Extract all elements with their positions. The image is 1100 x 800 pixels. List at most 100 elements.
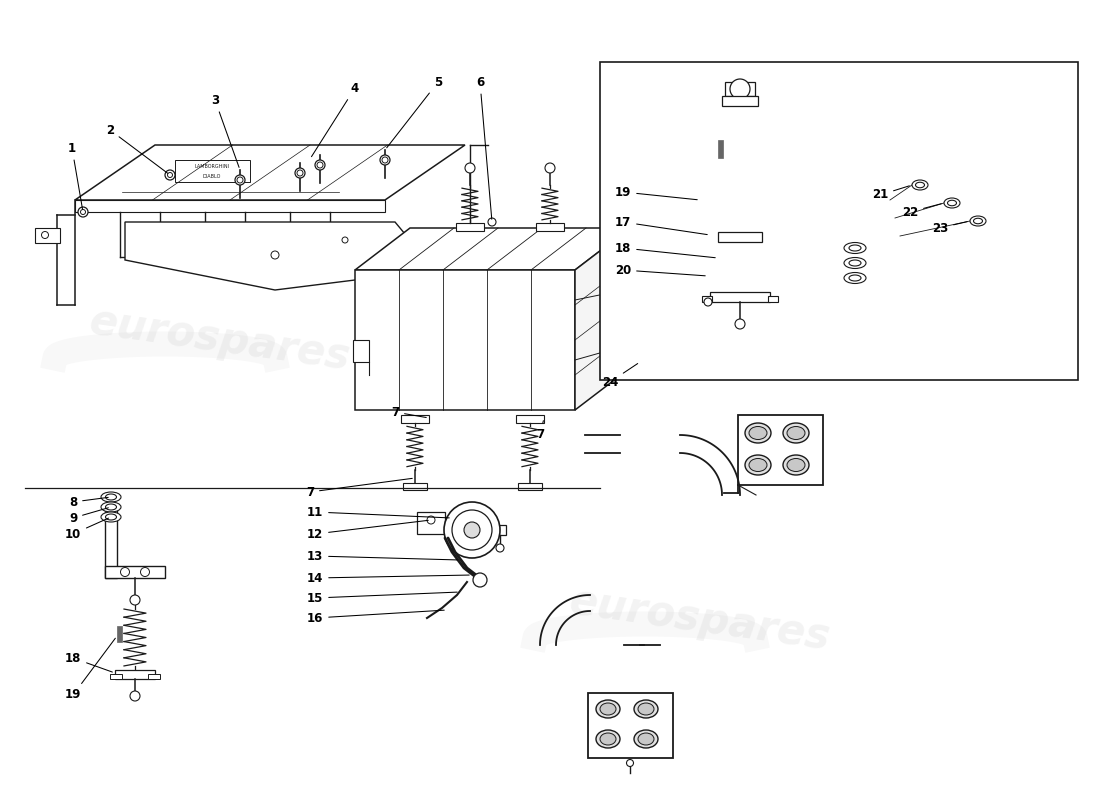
Text: 6: 6 [476,75,492,219]
Ellipse shape [638,703,654,715]
Circle shape [465,163,475,173]
Polygon shape [355,228,630,270]
Circle shape [42,231,48,238]
Text: eurospares: eurospares [566,581,833,659]
Ellipse shape [786,458,805,471]
Circle shape [382,157,388,163]
Bar [402,415,429,423]
Circle shape [121,567,130,577]
Polygon shape [575,228,630,410]
Circle shape [488,218,496,226]
Polygon shape [75,200,385,212]
Circle shape [464,522,480,538]
Polygon shape [588,693,673,758]
Text: 15: 15 [307,591,458,605]
Text: 5: 5 [387,75,442,148]
Ellipse shape [970,216,986,226]
Bar [116,670,155,679]
Circle shape [704,298,712,306]
Polygon shape [125,222,434,290]
Text: 16: 16 [307,610,444,625]
Bar [722,96,758,106]
Circle shape [444,502,500,558]
Circle shape [130,691,140,701]
Ellipse shape [783,423,808,443]
Circle shape [235,175,245,185]
Text: 8: 8 [69,495,108,509]
Bar [600,62,1078,380]
Circle shape [379,155,390,165]
Ellipse shape [974,218,982,224]
Ellipse shape [596,700,620,718]
Ellipse shape [600,733,616,745]
Text: 7: 7 [306,478,412,498]
Ellipse shape [745,423,771,443]
Circle shape [80,210,86,214]
Circle shape [297,170,302,176]
Ellipse shape [101,492,121,502]
Circle shape [427,516,434,524]
Ellipse shape [596,730,620,748]
Text: 20: 20 [615,263,705,277]
Circle shape [342,237,348,243]
Text: 22: 22 [902,204,942,218]
Bar [494,525,506,535]
Text: 17: 17 [615,215,707,234]
Text: 13: 13 [307,550,458,562]
Text: eurospares: eurospares [87,301,353,379]
Ellipse shape [947,200,957,206]
Text: 12: 12 [307,520,428,541]
Text: LAMBORGHINI: LAMBORGHINI [195,165,230,170]
Bar [718,140,723,158]
Circle shape [452,510,492,550]
Text: 18: 18 [615,242,715,258]
Polygon shape [75,145,465,200]
Text: DIABLO: DIABLO [202,174,221,178]
Bar [104,566,165,578]
Circle shape [317,162,323,168]
Ellipse shape [915,182,924,188]
Text: 19: 19 [65,638,116,702]
Circle shape [730,79,750,99]
Text: 19: 19 [615,186,697,200]
Text: 7: 7 [536,421,544,442]
Circle shape [78,207,88,217]
Bar [702,296,712,302]
Bar [353,340,369,362]
Circle shape [167,173,173,178]
Circle shape [141,567,150,577]
Circle shape [496,544,504,552]
Text: 24: 24 [602,363,638,389]
Ellipse shape [844,273,866,283]
Ellipse shape [106,504,117,510]
Ellipse shape [749,426,767,439]
Bar [710,292,770,302]
Text: 3: 3 [211,94,239,167]
Bar [456,223,484,231]
Bar [403,483,427,490]
Bar [536,223,564,231]
Polygon shape [738,415,823,485]
Bar [35,228,60,243]
Ellipse shape [844,242,866,254]
Bar [516,415,544,423]
Ellipse shape [106,494,117,500]
Bar [417,512,446,534]
Circle shape [271,251,279,259]
Text: 4: 4 [311,82,359,157]
Bar [110,674,122,679]
Bar [175,160,250,182]
Circle shape [165,170,175,180]
Ellipse shape [749,458,767,471]
Text: 7: 7 [390,406,427,418]
Ellipse shape [849,245,861,251]
Polygon shape [355,270,575,410]
Ellipse shape [849,275,861,281]
Circle shape [473,573,487,587]
Ellipse shape [638,733,654,745]
Text: 2: 2 [106,123,168,174]
Text: 18: 18 [65,651,112,672]
Ellipse shape [849,260,861,266]
Bar [117,626,122,642]
Text: 14: 14 [307,571,470,585]
